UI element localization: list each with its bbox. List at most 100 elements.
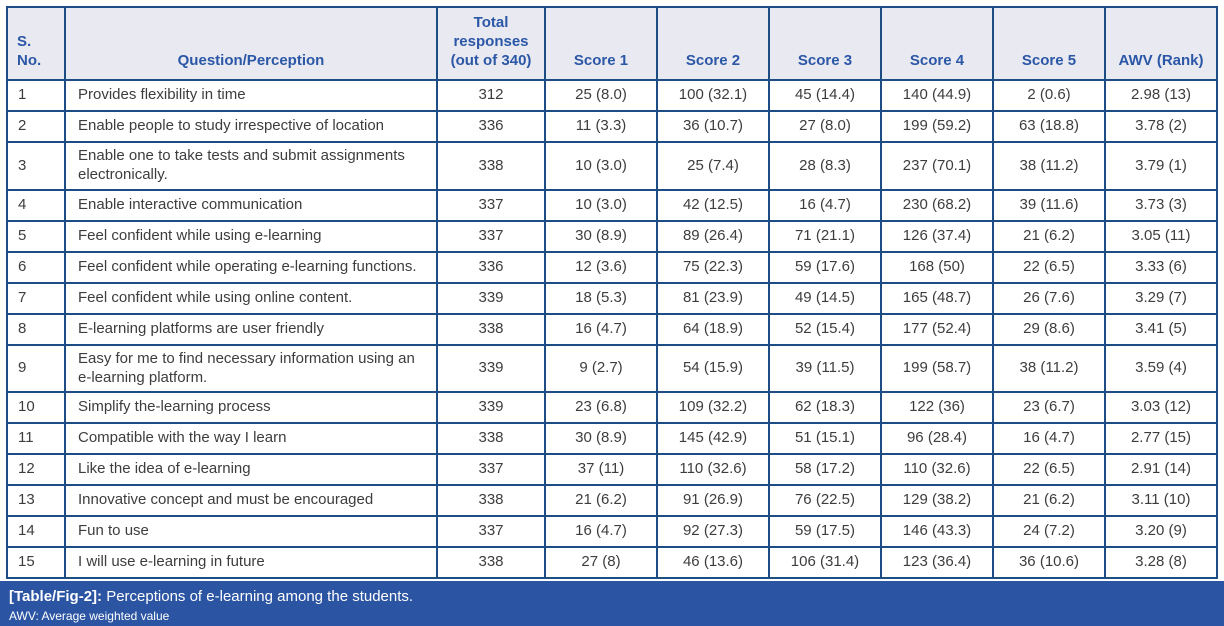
cell-score4: 129 (38.2) bbox=[880, 484, 994, 518]
cell-score2: 36 (10.7) bbox=[656, 110, 770, 144]
cell-awv: 3.33 (6) bbox=[1104, 250, 1218, 284]
cell-score4: 177 (52.4) bbox=[880, 312, 994, 346]
cell-score4: 165 (48.7) bbox=[880, 281, 994, 315]
cell-question: Provides flexibility in time bbox=[64, 79, 438, 113]
cell-score3: 52 (15.4) bbox=[768, 312, 882, 346]
perceptions-table: S. No. Question/Perception Total respons… bbox=[6, 5, 1218, 580]
cell-score5: 2 (0.6) bbox=[992, 79, 1106, 113]
cell-sno: 11 bbox=[6, 422, 66, 456]
cell-score5: 22 (6.5) bbox=[992, 453, 1106, 487]
cell-score1: 23 (6.8) bbox=[544, 391, 658, 425]
table-row: 15 I will use e-learning in future 338 2… bbox=[6, 546, 1218, 580]
cell-score4: 199 (58.7) bbox=[880, 343, 994, 394]
cell-question: Innovative concept and must be encourage… bbox=[64, 484, 438, 518]
cell-question: Enable interactive communication bbox=[64, 188, 438, 222]
cell-total: 338 bbox=[436, 422, 546, 456]
table-caption: [Table/Fig-2]: Perceptions of e-learning… bbox=[9, 587, 1214, 607]
table-body: 1 Provides flexibility in time 312 25 (8… bbox=[6, 79, 1218, 580]
cell-score1: 27 (8) bbox=[544, 546, 658, 580]
cell-total: 336 bbox=[436, 250, 546, 284]
cell-score3: 39 (11.5) bbox=[768, 343, 882, 394]
cell-score5: 24 (7.2) bbox=[992, 515, 1106, 549]
cell-score3: 59 (17.5) bbox=[768, 515, 882, 549]
cell-score3: 58 (17.2) bbox=[768, 453, 882, 487]
cell-question: Fun to use bbox=[64, 515, 438, 549]
header-row: S. No. Question/Perception Total respons… bbox=[6, 5, 1218, 82]
caption-footnote: AWV: Average weighted value bbox=[9, 608, 170, 623]
cell-awv: 3.59 (4) bbox=[1104, 343, 1218, 394]
cell-question: Enable people to study irrespective of l… bbox=[64, 110, 438, 144]
cell-score1: 12 (3.6) bbox=[544, 250, 658, 284]
cell-sno: 1 bbox=[6, 79, 66, 113]
cell-sno: 15 bbox=[6, 546, 66, 580]
cell-score4: 110 (32.6) bbox=[880, 453, 994, 487]
cell-question: Like the idea of e-learning bbox=[64, 453, 438, 487]
col-header-score4: Score 4 bbox=[880, 5, 994, 82]
cell-total: 339 bbox=[436, 391, 546, 425]
col-header-total-responses: Total responses (out of 340) bbox=[436, 5, 546, 82]
cell-score5: 29 (8.6) bbox=[992, 312, 1106, 346]
cell-sno: 2 bbox=[6, 110, 66, 144]
cell-total: 337 bbox=[436, 515, 546, 549]
cell-awv: 3.11 (10) bbox=[1104, 484, 1218, 518]
cell-sno: 6 bbox=[6, 250, 66, 284]
table-row: 3 Enable one to take tests and submit as… bbox=[6, 141, 1218, 191]
cell-awv: 3.29 (7) bbox=[1104, 281, 1218, 315]
table-row: 2 Enable people to study irrespective of… bbox=[6, 110, 1218, 144]
cell-score5: 63 (18.8) bbox=[992, 110, 1106, 144]
cell-total: 339 bbox=[436, 281, 546, 315]
col-header-score1: Score 1 bbox=[544, 5, 658, 82]
cell-awv: 3.20 (9) bbox=[1104, 515, 1218, 549]
cell-score4: 123 (36.4) bbox=[880, 546, 994, 580]
cell-score1: 10 (3.0) bbox=[544, 188, 658, 222]
cell-score2: 100 (32.1) bbox=[656, 79, 770, 113]
cell-score5: 38 (11.2) bbox=[992, 343, 1106, 394]
cell-score4: 230 (68.2) bbox=[880, 188, 994, 222]
col-header-score5: Score 5 bbox=[992, 5, 1106, 82]
cell-score5: 39 (11.6) bbox=[992, 188, 1106, 222]
cell-score5: 16 (4.7) bbox=[992, 422, 1106, 456]
col-header-score3: Score 3 bbox=[768, 5, 882, 82]
cell-score2: 109 (32.2) bbox=[656, 391, 770, 425]
cell-sno: 5 bbox=[6, 219, 66, 253]
cell-score5: 21 (6.2) bbox=[992, 484, 1106, 518]
cell-score5: 36 (10.6) bbox=[992, 546, 1106, 580]
cell-score3: 62 (18.3) bbox=[768, 391, 882, 425]
table-row: 13 Innovative concept and must be encour… bbox=[6, 484, 1218, 518]
cell-total: 337 bbox=[436, 219, 546, 253]
cell-score4: 122 (36) bbox=[880, 391, 994, 425]
cell-total: 338 bbox=[436, 312, 546, 346]
table-row: 14 Fun to use 337 16 (4.7) 92 (27.3) 59 … bbox=[6, 515, 1218, 549]
table-row: 6 Feel confident while operating e-learn… bbox=[6, 250, 1218, 284]
cell-awv: 2.91 (14) bbox=[1104, 453, 1218, 487]
col-header-question: Question/Perception bbox=[64, 5, 438, 82]
cell-score3: 45 (14.4) bbox=[768, 79, 882, 113]
cell-question: Enable one to take tests and submit assi… bbox=[64, 141, 438, 191]
caption-band: [Table/Fig-2]: Perceptions of e-learning… bbox=[0, 581, 1224, 626]
table-row: 11 Compatible with the way I learn 338 3… bbox=[6, 422, 1218, 456]
cell-total: 312 bbox=[436, 79, 546, 113]
cell-score3: 49 (14.5) bbox=[768, 281, 882, 315]
col-header-awv-rank: AWV (Rank) bbox=[1104, 5, 1218, 82]
cell-score2: 145 (42.9) bbox=[656, 422, 770, 456]
table-row: 7 Feel confident while using online cont… bbox=[6, 281, 1218, 315]
cell-question: Feel confident while using online conten… bbox=[64, 281, 438, 315]
cell-sno: 4 bbox=[6, 188, 66, 222]
table-header: S. No. Question/Perception Total respons… bbox=[6, 5, 1218, 82]
cell-score5: 23 (6.7) bbox=[992, 391, 1106, 425]
cell-score4: 140 (44.9) bbox=[880, 79, 994, 113]
cell-question: Feel confident while operating e-learnin… bbox=[64, 250, 438, 284]
cell-total: 338 bbox=[436, 484, 546, 518]
cell-score5: 38 (11.2) bbox=[992, 141, 1106, 191]
cell-total: 337 bbox=[436, 453, 546, 487]
table-row: 4 Enable interactive communication 337 1… bbox=[6, 188, 1218, 222]
cell-score4: 126 (37.4) bbox=[880, 219, 994, 253]
cell-awv: 3.03 (12) bbox=[1104, 391, 1218, 425]
table-row: 9 Easy for me to find necessary informat… bbox=[6, 343, 1218, 394]
cell-sno: 8 bbox=[6, 312, 66, 346]
cell-score2: 81 (23.9) bbox=[656, 281, 770, 315]
cell-total: 336 bbox=[436, 110, 546, 144]
cell-score1: 37 (11) bbox=[544, 453, 658, 487]
table-row: 8 E-learning platforms are user friendly… bbox=[6, 312, 1218, 346]
